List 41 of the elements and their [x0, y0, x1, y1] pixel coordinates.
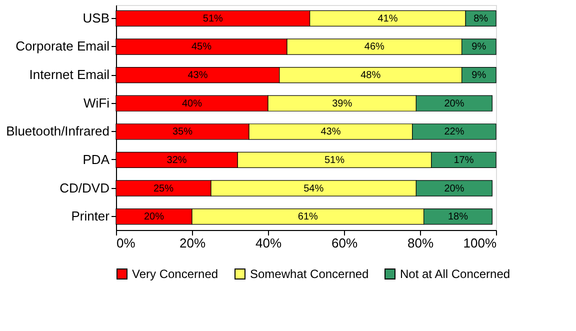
data-label: 20%: [144, 212, 164, 223]
data-label: 46%: [364, 42, 385, 53]
data-label: 20%: [444, 183, 464, 194]
y-tick-label: CD/DVD: [60, 180, 110, 196]
data-label: 20%: [444, 98, 464, 110]
x-tick-label: 20%: [179, 236, 206, 250]
x-tick-label: 100%: [463, 236, 497, 250]
data-label: 35%: [172, 126, 193, 138]
y-tick-label: Internet Email: [29, 67, 110, 82]
data-label: 51%: [202, 13, 224, 24]
y-tick-label: PDA: [82, 152, 110, 167]
data-label: 17%: [454, 154, 474, 166]
data-label: 61%: [298, 212, 318, 223]
data-label: 51%: [324, 154, 345, 166]
data-label: 39%: [332, 98, 352, 110]
y-tick-label: Printer: [71, 208, 110, 224]
legend-label: Not at All Concerned: [400, 267, 510, 281]
y-tick-label: Bluetooth/Infrared: [6, 124, 110, 139]
x-tick-label: 60%: [331, 236, 358, 250]
legend-label: Very Concerned: [132, 267, 218, 281]
data-label: 32%: [166, 154, 187, 166]
y-tick-label: WiFi: [84, 95, 110, 110]
data-label: 54%: [304, 183, 324, 194]
y-tick-label: Corporate Email: [16, 38, 110, 54]
data-label: 8%: [474, 13, 488, 24]
data-label: 25%: [153, 183, 174, 194]
legend-label: Somewhat Concerned: [250, 267, 369, 281]
x-tick-label: 80%: [407, 236, 434, 250]
data-label: 45%: [191, 42, 212, 53]
data-label: 43%: [320, 126, 341, 138]
data-label: 40%: [182, 98, 202, 110]
data-label: 9%: [472, 70, 486, 82]
data-label: 18%: [448, 212, 468, 223]
y-tick-label: USB: [82, 10, 110, 26]
data-label: 22%: [444, 126, 464, 138]
data-label: 9%: [472, 42, 486, 53]
x-tick-label: 40%: [255, 236, 282, 250]
data-label: 41%: [378, 13, 398, 24]
data-label: 43%: [188, 70, 208, 82]
data-label: 48%: [360, 70, 381, 82]
x-tick-label: 0%: [116, 236, 136, 250]
